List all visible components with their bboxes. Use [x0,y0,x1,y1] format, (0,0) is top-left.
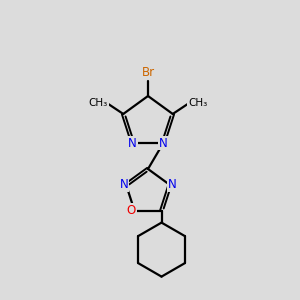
Text: CH₃: CH₃ [188,98,207,108]
Text: N: N [120,178,128,191]
Text: O: O [127,204,136,217]
Text: N: N [128,136,137,149]
Text: Br: Br [141,65,154,79]
Text: N: N [167,178,176,191]
Text: CH₃: CH₃ [88,98,108,108]
Text: N: N [159,136,168,149]
